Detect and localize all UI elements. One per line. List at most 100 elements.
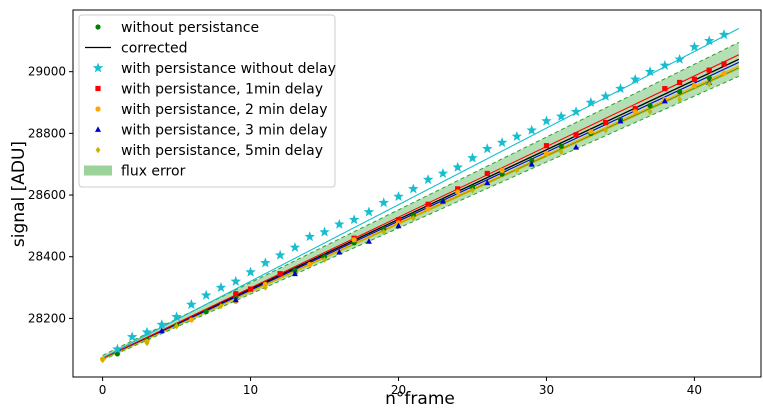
data-point-s1-23 [452,161,463,172]
data-point-s0-20 [706,75,712,81]
data-point-s1-28 [526,124,537,135]
data-point-s2-8 [543,143,550,149]
data-point-s4-3 [336,248,343,255]
data-point-s1-15 [334,218,345,229]
data-point-s2-11 [632,106,638,112]
data-point-s1-4 [171,311,182,322]
data-point-s1-9 [245,266,256,277]
data-point-s2-7 [484,170,490,177]
data-point-s1-0 [112,343,123,354]
data-point-s5-0 [100,356,105,364]
legend-label-0: without persistance [121,20,259,36]
x-tick-label-3: 30 [539,383,554,397]
data-point-s1-32 [585,97,597,107]
data-point-s5-8 [470,187,475,194]
data-point-s2-9 [573,132,579,138]
legend-label-5: with persistance, 3 min delay [121,123,328,139]
legend-label-1: corrected [121,41,188,57]
data-point-s3-12 [588,129,594,135]
data-point-s1-21 [422,174,434,185]
data-point-s3-15 [691,82,698,89]
data-point-s1-7 [215,282,227,293]
data-point-s0-14 [529,157,535,164]
legend-box [78,14,336,188]
data-point-s4-10 [617,117,624,124]
data-point-s2-2 [277,271,283,277]
data-point-s5-12 [647,108,653,115]
data-point-s4-2 [291,270,298,277]
data-point-s5-11 [603,127,609,134]
x-tick-label-4: 40 [687,383,702,397]
data-point-s5-1 [144,339,150,347]
data-point-s1-13 [304,231,315,242]
data-point-s5-3 [218,302,224,310]
data-point-s1-18 [378,197,389,208]
data-point-s1-29 [541,115,552,126]
y-tick-label-1: 28400 [28,250,66,264]
legend-marker-3 [95,85,101,92]
y-axis-label: signal [ADU] [9,141,29,247]
data-point-s1-26 [496,137,508,148]
data-point-s4-1 [232,296,239,303]
data-point-s2-13 [677,79,683,86]
data-point-s1-8 [230,275,241,286]
legend-label-2: with persistance without delay [121,61,336,77]
data-point-s3-13 [632,109,638,115]
data-point-s2-5 [425,201,431,207]
data-point-s1-34 [615,83,626,94]
data-point-s5-4 [262,284,268,291]
data-point-s3-2 [188,317,194,323]
data-point-s4-8 [528,161,535,167]
legend-label-6: with persistance, 5min delay [121,143,323,159]
flux-error-upper-edge [102,41,740,356]
data-point-s5-14 [706,80,712,88]
y-tick-label-2: 28600 [28,188,66,202]
legend-marker-6 [95,146,101,154]
data-point-s5-5 [322,256,327,264]
data-point-s3-5 [307,261,313,268]
data-point-s0-3 [203,309,209,315]
data-point-s1-19 [393,191,404,202]
series-line-4 [102,65,740,360]
data-point-s1-17 [363,206,375,217]
data-point-s1-12 [289,241,301,252]
data-point-s2-6 [455,186,461,192]
data-point-s1-11 [274,249,286,260]
data-point-s1-38 [674,53,685,64]
legend-patch-7 [84,165,112,176]
data-point-s5-13 [677,96,683,103]
data-point-s4-5 [395,222,402,229]
legend-label-3: with persistance, 1min delay [121,82,323,98]
data-point-s1-31 [570,106,582,117]
data-point-s1-3 [156,319,168,330]
data-point-s1-20 [408,183,419,194]
series-line-2 [102,28,740,359]
legend-marker-0 [95,24,101,30]
x-axis-label: n°frame [385,389,455,409]
data-point-s1-37 [659,60,671,70]
legend: without persistance corrected with persist… [78,14,336,188]
data-point-s4-6 [439,198,446,204]
y-tick-label-0: 28200 [28,311,66,325]
data-point-s4-0 [158,327,165,334]
data-point-s5-2 [174,322,179,330]
data-point-s3-10 [499,167,505,173]
data-point-s1-30 [556,110,567,121]
data-point-s1-41 [718,29,730,40]
flux-error-band [102,42,739,361]
data-point-s1-10 [260,257,271,268]
data-point-s1-35 [630,73,641,84]
x-tick-label-0: 0 [99,383,107,397]
data-point-s2-14 [691,76,698,82]
plot-frame [72,9,762,378]
data-point-s4-9 [573,144,580,150]
data-point-s3-8 [425,206,431,212]
data-point-s1-39 [689,41,700,52]
data-point-s2-0 [233,291,239,297]
data-point-s5-10 [558,148,564,156]
data-point-s1-40 [703,35,715,46]
data-point-s3-16 [721,70,727,76]
x-tick-label-1: 10 [243,383,258,397]
data-point-s2-15 [706,67,712,73]
